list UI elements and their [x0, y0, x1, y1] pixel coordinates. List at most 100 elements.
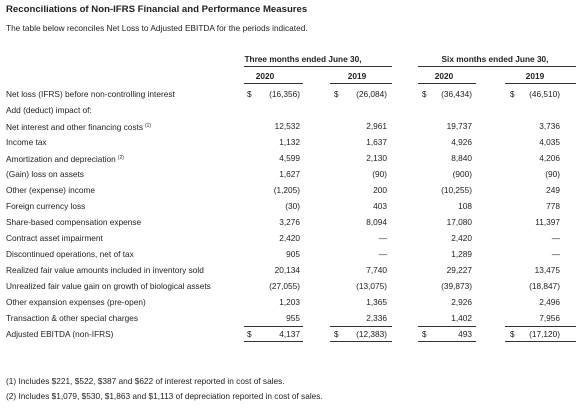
cell-value: 2,420 [279, 233, 300, 243]
cell-value: (26,084) [356, 89, 387, 99]
cell-value: (13,075) [356, 281, 387, 291]
cell-value: (17,120) [529, 329, 560, 339]
cell-value: 4,599 [279, 153, 300, 163]
row-label: Share-based compensation expense [6, 217, 142, 227]
footnote-ref: (1) [144, 123, 152, 129]
rule [505, 326, 576, 327]
cell-value: 1,289 [451, 249, 472, 259]
cell-value: 3,736 [539, 121, 560, 131]
rule [505, 341, 576, 342]
title: Reconciliations of Non-IFRS Financial an… [6, 4, 308, 15]
cell-value: — [551, 249, 560, 259]
currency-symbol: $ [247, 89, 252, 99]
cell-value: 17,080 [446, 217, 472, 227]
cell-value: 4,137 [279, 329, 300, 339]
cell-value: (27,055) [269, 281, 300, 291]
cell-value: 4,926 [451, 137, 472, 147]
row-label: Income tax [6, 137, 47, 147]
row-label: Net interest and other financing costs (1… [6, 122, 152, 132]
cell-value: 2,961 [366, 121, 387, 131]
cell-value: 2,496 [539, 297, 560, 307]
cell-value: 1,637 [366, 137, 387, 147]
cell-value: 7,740 [366, 265, 387, 275]
cell-value: 3,276 [279, 217, 300, 227]
cell-value: (46,510) [529, 89, 560, 99]
cell-value: (90) [372, 169, 387, 179]
rule [505, 83, 576, 84]
cell-value: 4,035 [539, 137, 560, 147]
cell-value: 8,094 [366, 217, 387, 227]
cell-value: 493 [458, 329, 472, 339]
year-header: 2020 [255, 71, 275, 81]
rule [418, 341, 476, 342]
cell-value: — [378, 233, 387, 243]
subtitle: The table below reconciles Net Loss to A… [6, 23, 308, 33]
cell-value: 778 [546, 201, 560, 211]
cell-value: 7,956 [539, 313, 560, 323]
row-label: Unrealized fair value gain on growth of … [6, 281, 211, 291]
cell-value: 108 [458, 201, 472, 211]
row-label: Add (deduct) impact of: [6, 105, 92, 115]
cell-value: 13,475 [534, 265, 560, 275]
cell-value: 1,402 [451, 313, 472, 323]
row-label: Contract asset impairment [6, 233, 103, 243]
cell-value: 8,840 [451, 153, 472, 163]
cell-value: 29,227 [446, 265, 472, 275]
rule [330, 83, 392, 84]
row-label: Other (expense) income [6, 185, 96, 195]
year-header: 2020 [434, 71, 454, 81]
currency-symbol: $ [510, 329, 515, 339]
currency-symbol: $ [247, 329, 252, 339]
rule [244, 66, 392, 67]
rule [244, 341, 303, 342]
cell-value: 1,203 [279, 297, 300, 307]
currency-symbol: $ [334, 329, 339, 339]
cell-value: 1,365 [366, 297, 387, 307]
cell-value: — [551, 233, 560, 243]
cell-value: 200 [373, 185, 387, 195]
rule [330, 326, 392, 327]
row-label: Adjusted EBITDA (non-IFRS) [6, 329, 114, 339]
rule [418, 326, 476, 327]
cell-value: 955 [286, 313, 300, 323]
footnote: (1) Includes $221, $522, $387 and $622 o… [6, 376, 285, 386]
cell-value: 403 [373, 201, 387, 211]
cell-value: 12,532 [274, 121, 300, 131]
currency-symbol: $ [422, 329, 427, 339]
cell-value: (36,434) [441, 89, 472, 99]
row-label: Realized fair value amounts included in … [6, 265, 204, 275]
cell-value: (39,873) [441, 281, 472, 291]
row-label: Discontinued operations, net of tax [6, 249, 134, 259]
currency-symbol: $ [422, 89, 427, 99]
cell-value: (900) [452, 169, 472, 179]
row-label: (Gain) loss on assets [6, 169, 84, 179]
row-label: Transaction & other special charges [6, 313, 139, 323]
column-group-header: Six months ended June 30, [441, 54, 549, 64]
footnote: (2) Includes $1,079, $530, $1,863 and $1… [6, 391, 323, 401]
cell-value: 2,926 [451, 297, 472, 307]
column-group-header: Three months ended June 30, [244, 54, 362, 64]
cell-value: 2,336 [366, 313, 387, 323]
cell-value: 2,130 [366, 153, 387, 163]
footnote-ref: (2) [117, 155, 124, 161]
rule [330, 341, 392, 342]
rule [418, 66, 576, 67]
cell-value: (30) [285, 201, 300, 211]
cell-value: (18,847) [529, 281, 560, 291]
rule [244, 326, 303, 327]
cell-value: — [378, 249, 387, 259]
cell-value: 1,132 [279, 137, 300, 147]
year-header: 2019 [525, 71, 545, 81]
rule [244, 83, 303, 84]
cell-value: 249 [546, 185, 560, 195]
cell-value: 1,627 [279, 169, 300, 179]
cell-value: (12,383) [356, 329, 387, 339]
cell-value: 19,737 [446, 121, 472, 131]
cell-value: (1,205) [273, 185, 300, 195]
rule [418, 83, 476, 84]
row-label: Amortization and depreciation (2) [6, 154, 124, 164]
cell-value: 20,134 [274, 265, 300, 275]
cell-value: (10,255) [441, 185, 472, 195]
cell-value: 2,420 [451, 233, 472, 243]
